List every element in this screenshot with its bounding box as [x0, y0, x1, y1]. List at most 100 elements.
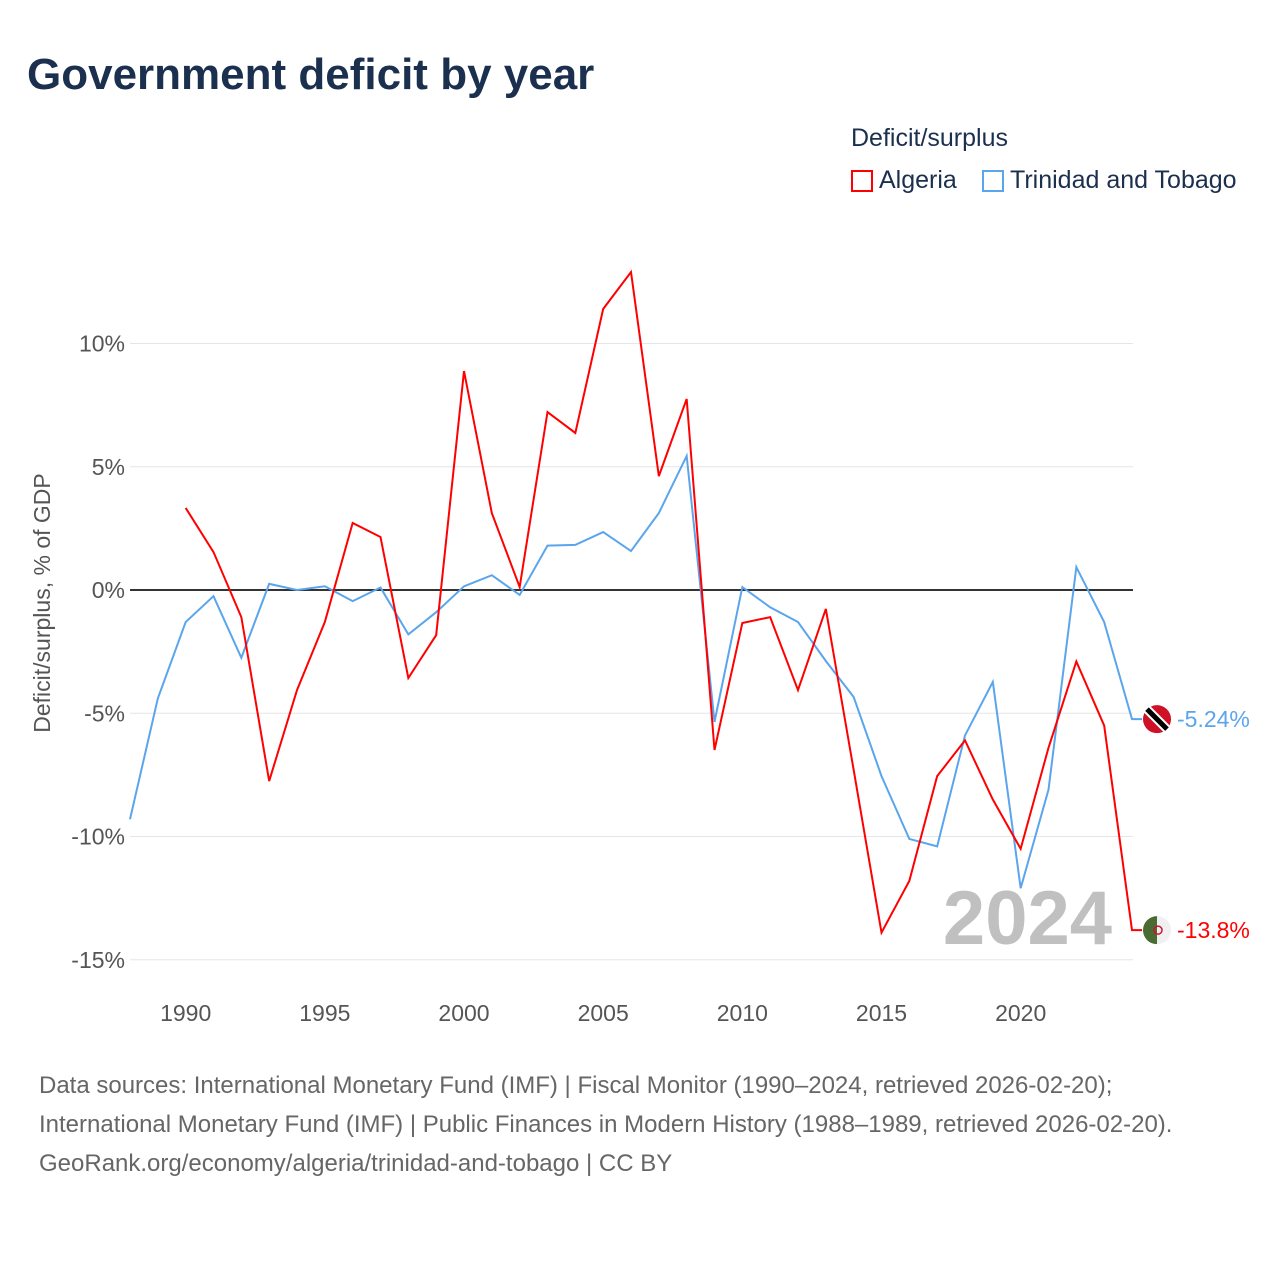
- data-point[interactable]: [1018, 885, 1024, 891]
- data-point[interactable]: [238, 614, 244, 620]
- data-point[interactable]: [823, 606, 829, 612]
- data-point[interactable]: [322, 583, 328, 589]
- data-point[interactable]: [656, 473, 662, 479]
- data-point[interactable]: [489, 510, 495, 516]
- trinidad-flag-icon: [1143, 705, 1171, 734]
- data-point[interactable]: [461, 368, 467, 374]
- x-tick-label: 2005: [578, 1000, 629, 1026]
- data-point[interactable]: [795, 619, 801, 625]
- data-point[interactable]: [155, 695, 161, 701]
- data-point[interactable]: [127, 816, 133, 822]
- data-point[interactable]: [405, 675, 411, 681]
- x-tick-label: 1995: [299, 1000, 350, 1026]
- legend-label: Algeria: [879, 166, 957, 194]
- y-tick-label: -5%: [84, 700, 125, 726]
- x-tick-label: 2020: [995, 1000, 1046, 1026]
- x-tick-label: 2000: [438, 1000, 489, 1026]
- data-point[interactable]: [879, 930, 885, 936]
- data-point[interactable]: [1129, 716, 1135, 722]
- data-point[interactable]: [906, 836, 912, 842]
- line-chart: 10% 5% 0% -5% -10% -15% 1990 1995 2000 2005 2010 20…: [29, 269, 1250, 1026]
- x-tick-label: 2010: [717, 1000, 768, 1026]
- data-point[interactable]: [600, 306, 606, 312]
- data-point[interactable]: [712, 747, 718, 753]
- data-sources: Data sources: International Monetary Fun…: [39, 1072, 1173, 1138]
- data-point[interactable]: [461, 583, 467, 589]
- data-point[interactable]: [350, 520, 356, 526]
- data-point[interactable]: [433, 632, 439, 638]
- data-point[interactable]: [1129, 927, 1135, 933]
- source-note: Data sources: International Monetary Fun…: [39, 1066, 1239, 1183]
- y-axis-label: Deficit/surplus, % of GDP: [29, 473, 55, 732]
- data-point[interactable]: [962, 737, 968, 743]
- y-tick-label: 5%: [92, 454, 125, 480]
- data-point[interactable]: [350, 598, 356, 604]
- data-point[interactable]: [934, 773, 940, 779]
- legend-swatch: [982, 169, 1004, 192]
- y-tick-label: 10%: [79, 331, 125, 357]
- data-point[interactable]: [795, 687, 801, 693]
- data-point[interactable]: [739, 620, 745, 626]
- data-point[interactable]: [1046, 745, 1052, 751]
- data-point[interactable]: [183, 505, 189, 511]
- data-point[interactable]: [684, 396, 690, 402]
- data-point[interactable]: [990, 797, 996, 803]
- data-point[interactable]: [294, 587, 300, 593]
- end-value-label: -13.8%: [1177, 917, 1250, 943]
- data-point[interactable]: [879, 773, 885, 779]
- data-point[interactable]: [628, 269, 634, 275]
- data-point[interactable]: [767, 604, 773, 610]
- data-point[interactable]: [572, 430, 578, 436]
- data-point[interactable]: [906, 878, 912, 884]
- algeria-flag-icon: [1143, 916, 1171, 945]
- data-point[interactable]: [739, 584, 745, 590]
- data-point[interactable]: [517, 592, 523, 598]
- data-point[interactable]: [823, 658, 829, 664]
- data-point[interactable]: [1046, 787, 1052, 793]
- data-point[interactable]: [517, 584, 523, 590]
- data-point[interactable]: [1073, 564, 1079, 570]
- data-point[interactable]: [656, 510, 662, 516]
- data-point[interactable]: [990, 679, 996, 685]
- series-line-trinidad-and-tobago: [129, 452, 1142, 889]
- data-point[interactable]: [266, 581, 272, 587]
- data-point[interactable]: [266, 778, 272, 784]
- legend-title: Deficit/surplus: [851, 124, 1008, 152]
- data-point[interactable]: [183, 619, 189, 625]
- data-point[interactable]: [1073, 658, 1079, 664]
- data-point[interactable]: [378, 585, 384, 591]
- data-point[interactable]: [1101, 619, 1107, 625]
- x-tick-label: 2015: [856, 1000, 907, 1026]
- data-point[interactable]: [628, 548, 634, 554]
- data-point[interactable]: [545, 543, 551, 549]
- credit-link[interactable]: GeoRank.org/economy/algeria/trinidad-and…: [39, 1150, 673, 1177]
- legend-item-algeria[interactable]: Algeria: [851, 166, 957, 195]
- series-line-algeria: [184, 269, 1142, 936]
- end-value-label: -5.24%: [1177, 706, 1250, 732]
- data-point[interactable]: [767, 614, 773, 620]
- legend-label: Trinidad and Tobago: [1010, 166, 1237, 194]
- data-point[interactable]: [600, 529, 606, 535]
- year-watermark: 2024: [943, 876, 1112, 961]
- data-point[interactable]: [1101, 723, 1107, 729]
- data-point[interactable]: [545, 409, 551, 415]
- data-point[interactable]: [405, 631, 411, 637]
- data-point[interactable]: [322, 619, 328, 625]
- data-point[interactable]: [238, 655, 244, 661]
- data-point[interactable]: [572, 542, 578, 548]
- data-point[interactable]: [378, 534, 384, 540]
- legend-swatch: [851, 169, 873, 192]
- data-point[interactable]: [489, 572, 495, 578]
- data-point[interactable]: [851, 694, 857, 700]
- data-point[interactable]: [294, 687, 300, 693]
- y-tick-label: 0%: [92, 577, 125, 603]
- data-point[interactable]: [1018, 846, 1024, 852]
- data-point[interactable]: [684, 453, 690, 459]
- data-point[interactable]: [211, 549, 217, 555]
- data-point[interactable]: [851, 767, 857, 773]
- x-tick-label: 1990: [160, 1000, 211, 1026]
- legend-item-trinidad[interactable]: Trinidad and Tobago: [982, 166, 1237, 195]
- y-tick-label: -10%: [71, 824, 125, 850]
- data-point[interactable]: [211, 593, 217, 599]
- data-point[interactable]: [934, 843, 940, 849]
